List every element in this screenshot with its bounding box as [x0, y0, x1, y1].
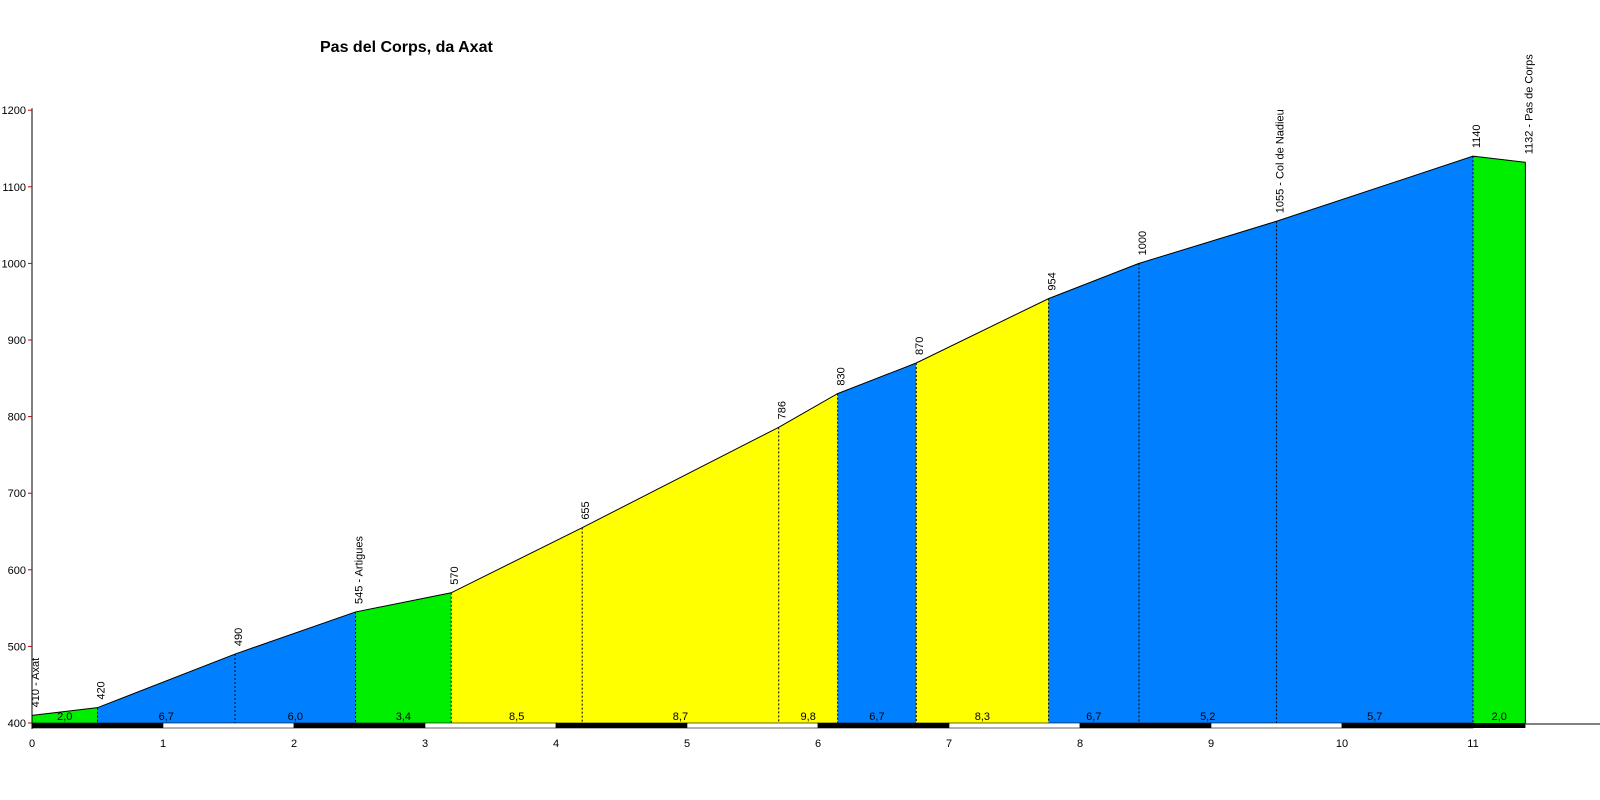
km-scale-bar	[162, 722, 295, 729]
x-tick-label: 7	[946, 738, 952, 750]
km-scale-bar	[1473, 723, 1526, 728]
altitude-label: 655	[580, 501, 592, 519]
altitude-label: 420	[96, 681, 108, 699]
gradient-label: 2,0	[1492, 711, 1507, 723]
profile-line	[31, 155, 1526, 716]
y-tick-label: 500	[8, 641, 26, 653]
gradient-label: 8,3	[975, 711, 990, 723]
y-tick-label: 1100	[2, 182, 26, 194]
gradient-label: 8,7	[673, 711, 688, 723]
profile-segment	[235, 611, 356, 723]
profile-segment	[1276, 156, 1473, 723]
altitude-label: 1055 - Col de Nadieu	[1275, 109, 1287, 213]
x-tick-label: 9	[1208, 738, 1214, 750]
gradient-label: 6,0	[288, 711, 303, 723]
x-tick-label: 11	[1467, 738, 1478, 750]
gradient-label: 8,5	[509, 711, 524, 723]
altitude-label: 1000	[1137, 231, 1149, 255]
altitude-label: 1132 - Pas de Corps	[1523, 54, 1535, 155]
x-tick-label: 4	[553, 738, 559, 750]
x-tick-label: 10	[1336, 738, 1348, 750]
gradient-label: 6,7	[869, 711, 884, 723]
altitude-label: 570	[449, 566, 461, 584]
km-scale-bar	[817, 722, 950, 729]
x-tick-label: 1	[160, 738, 166, 750]
profile-segment	[1138, 221, 1277, 723]
y-tick-label: 800	[8, 412, 26, 424]
x-tick-label: 5	[684, 738, 690, 750]
profile-segment	[582, 427, 779, 723]
km-scale-bar	[948, 722, 1081, 729]
y-tick-label: 1200	[2, 105, 26, 117]
profile-segment	[916, 298, 1049, 723]
x-tick-label: 0	[29, 738, 35, 750]
gradient-label: 9,8	[801, 711, 816, 723]
gradient-label: 5,7	[1367, 711, 1382, 723]
km-scale-bar	[1341, 722, 1474, 729]
profile-segment	[1048, 263, 1139, 723]
profile-segment	[837, 362, 917, 723]
gradient-label: 5,2	[1200, 711, 1215, 723]
y-tick-label: 900	[8, 335, 26, 347]
profile-segment	[32, 707, 98, 723]
altitude-label: 410 - Axat	[30, 658, 42, 708]
x-tick-label: 8	[1077, 738, 1083, 750]
gradient-label: 2,0	[57, 711, 72, 723]
profile-segment	[355, 592, 452, 723]
gradient-label: 3,4	[396, 711, 411, 723]
profile-segment	[97, 654, 236, 723]
y-tick-label: 1000	[2, 258, 26, 270]
y-tick-label: 400	[8, 718, 26, 730]
km-scale-bar	[293, 722, 426, 729]
km-scale-bar	[31, 722, 164, 729]
y-tick-label: 700	[8, 488, 26, 500]
chart-title: Pas del Corps, da Axat	[320, 39, 493, 56]
x-tick-label: 3	[422, 738, 428, 750]
gradient-label: 6,7	[159, 711, 174, 723]
altitude-label: 870	[914, 337, 926, 355]
altitude-label: 954	[1047, 272, 1059, 290]
y-tick-label: 600	[8, 565, 26, 577]
km-scale-bar	[686, 722, 819, 729]
km-scale-bar	[1210, 722, 1343, 729]
x-tick-label: 6	[815, 738, 821, 750]
altitude-label: 786	[777, 401, 789, 419]
km-scale-bar	[555, 722, 688, 729]
km-scale-bar	[1079, 722, 1212, 729]
profile-segment	[1473, 156, 1526, 723]
altitude-label: 490	[233, 628, 245, 646]
profile-segment	[451, 527, 583, 723]
altitude-label: 545 - Artigues	[354, 536, 366, 604]
altitude-label: 830	[836, 367, 848, 385]
gradient-label: 6,7	[1086, 711, 1101, 723]
altitude-label: 1140	[1471, 125, 1483, 149]
x-tick-label: 2	[291, 738, 297, 750]
km-scale-bar	[424, 722, 557, 729]
profile-segment	[778, 393, 838, 723]
